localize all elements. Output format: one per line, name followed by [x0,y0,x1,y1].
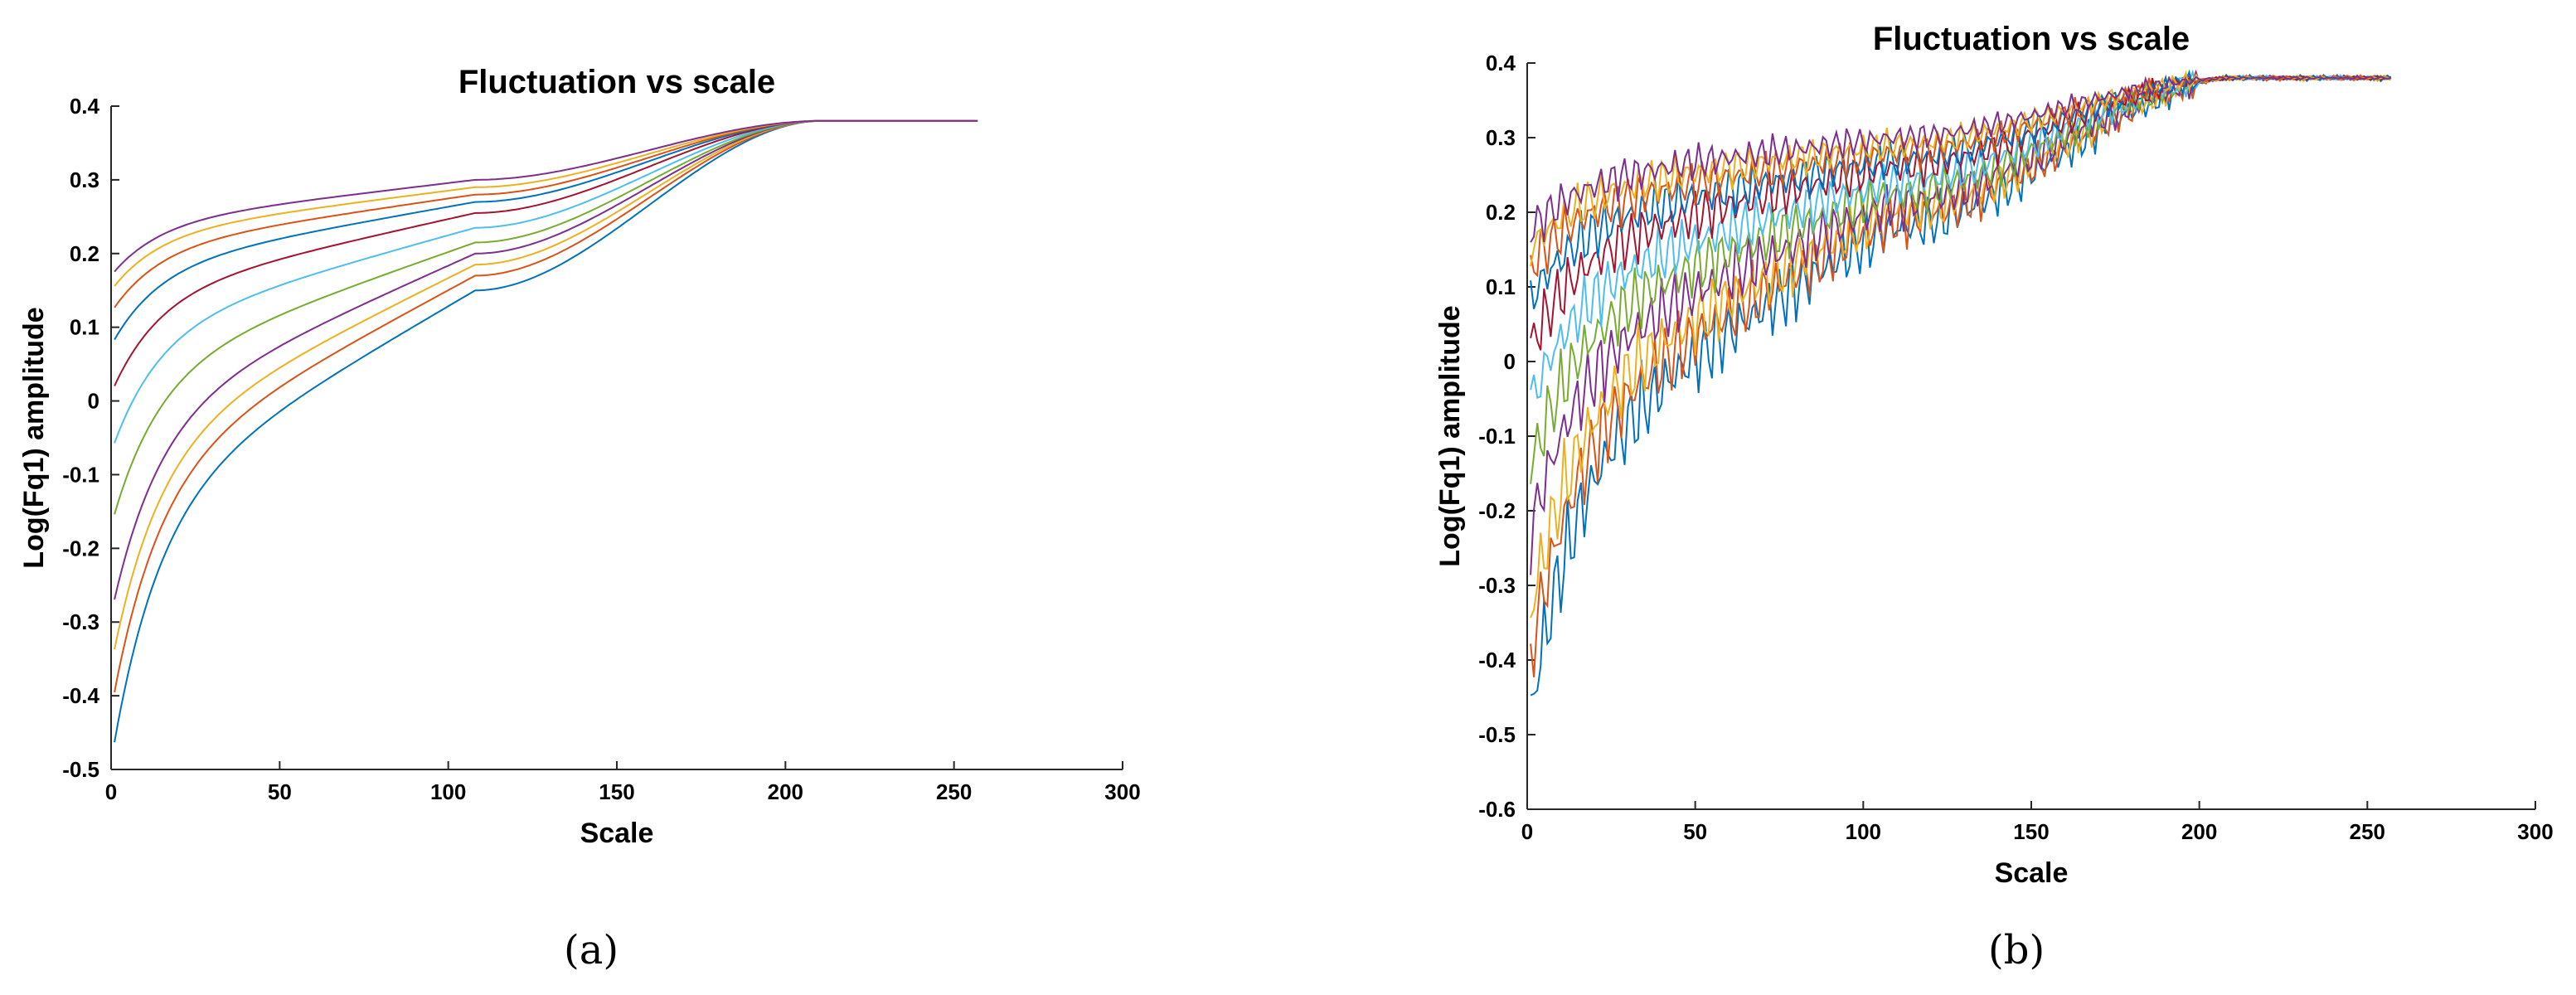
chart-title: Fluctuation vs scale [458,64,775,100]
x-tick-label: 0 [1521,819,1533,844]
y-tick-label: 0 [88,389,99,414]
x-axis-label: Scale [580,818,654,849]
y-axis-label: Log(Fq1) amplitude [1434,305,1466,566]
x-tick-label: 300 [2517,819,2553,844]
y-tick-label: 0.3 [70,167,99,192]
y-tick-label: -0.3 [1478,573,1516,598]
y-tick-label: 0.4 [70,94,100,119]
y-tick-label: -0.4 [62,683,99,708]
y-tick-label: -0.5 [62,757,99,782]
y-tick-label: -0.2 [1478,498,1516,523]
y-tick-label: -0.1 [62,462,99,487]
y-tick-label: -0.6 [1478,797,1516,822]
y-tick-label: 0.2 [70,241,99,266]
y-tick-label: 0.3 [1486,125,1516,150]
series-line [1530,74,2392,484]
x-tick-label: 250 [2350,819,2385,844]
y-tick-label: 0.1 [70,315,99,340]
y-tick-label: -0.3 [62,609,99,634]
y-tick-label: 0.1 [1486,274,1516,299]
x-tick-label: 200 [2181,819,2217,844]
x-tick-label: 300 [1104,779,1140,804]
x-tick-label: 0 [105,779,117,804]
y-axis-label: Log(Fq1) amplitude [18,307,50,568]
x-tick-label: 50 [268,779,292,804]
y-tick-label: -0.2 [62,536,99,561]
panel-label-b: (b) [1988,927,2045,973]
x-tick-label: 50 [1683,819,1707,844]
y-tick-label: -0.1 [1478,424,1516,449]
x-tick-label: 100 [1846,819,1881,844]
x-tick-label: 150 [2013,819,2049,844]
series-line [114,119,978,273]
y-tick-label: -0.5 [1478,722,1516,747]
x-tick-label: 100 [430,779,466,804]
x-tick-label: 250 [936,779,972,804]
y-tick-label: 0.2 [1486,200,1516,225]
panel-label-a: (a) [564,927,619,973]
x-tick-label: 200 [768,779,803,804]
series-line [1530,69,2392,575]
series-line [1530,75,2391,243]
y-tick-label: -0.4 [1478,648,1516,672]
y-tick-label: 0.4 [1486,51,1516,75]
series-line [1530,70,2392,267]
x-tick-label: 150 [599,779,634,804]
x-axis-label: Scale [1995,857,2069,889]
y-tick-label: 0 [1504,349,1516,374]
chart-title: Fluctuation vs scale [1873,21,2190,57]
